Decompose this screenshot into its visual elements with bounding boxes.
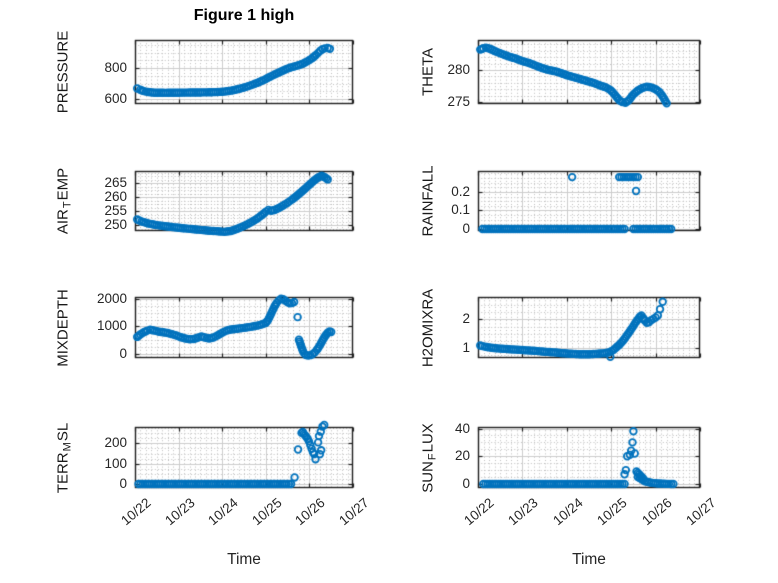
subplot-rainfall: 0 0.1 0.2 RAINFALL: [420, 163, 708, 239]
y-axis-label-subscript: F: [426, 452, 439, 460]
subplot-air-temp: 250 255 260 265 AIRTEMP: [55, 163, 361, 239]
y-axis-label-text: TERR: [54, 451, 72, 493]
subplot-sun-flux: 0 20 40 SUNFLUX 10/22 10/23 10/24 10/25 10/26 10/…: [420, 419, 719, 568]
y-tick-label: 2000: [96, 291, 127, 307]
y-axis-label-rainfall: RAINFALL: [420, 166, 437, 237]
subplot-h2omixra: 1 2 H2OMIXRA: [420, 288, 708, 367]
y-axis-label-theta: THETA: [420, 48, 437, 96]
y-axis-label-text: LUX: [419, 422, 437, 452]
y-tick-label: 2: [462, 311, 470, 327]
plot-area-sun_flux: [470, 419, 708, 496]
y-axis-label-text: PRESSURE: [54, 30, 72, 114]
y-tick-label: 265: [104, 175, 127, 191]
y-axis-label-text: H2OMIXRA: [419, 288, 437, 367]
y-axis-label-text: SUN: [419, 460, 437, 493]
y-axis-label-text: EMP: [54, 167, 72, 201]
y-tick-label: 1: [462, 339, 470, 355]
figure-title: Figure 1 high: [193, 7, 295, 24]
y-axis-label-mixdepth: MIXDEPTH: [55, 289, 72, 367]
x-axis-label: Time: [227, 551, 261, 568]
subplot-pressure: 600 800 PRESSURE: [55, 31, 361, 113]
y-tick-label: 1000: [96, 318, 127, 334]
plot-area-theta: [470, 32, 708, 112]
subplot-terr-msl: 0 100 200 TERRMSL 10/22 10/23 10/24 10/25 10/26 1…: [55, 419, 372, 568]
y-tick-label: 0: [462, 475, 470, 491]
y-tick-label: 275: [447, 94, 470, 110]
y-tick-label: 40: [454, 420, 470, 436]
plot-area-terr_msl: [127, 419, 361, 496]
subplot-mixdepth: 0 1000 2000 MIXDEPTH: [55, 289, 361, 366]
x-axis-label: Time: [572, 551, 606, 568]
y-axis-label-subscript: M: [61, 441, 74, 451]
y-axis-label-text: THETA: [419, 47, 437, 97]
plot-area-pressure: [127, 32, 361, 112]
y-tick-label: 100: [104, 455, 127, 471]
y-tick-label: 260: [104, 189, 127, 205]
y-tick-label: 280: [447, 62, 470, 78]
y-axis-label-terr_msl: TERRMSL: [54, 422, 74, 493]
y-tick-label: 20: [454, 448, 470, 464]
y-tick-label: 800: [104, 60, 127, 76]
y-axis-label-text: MIXDEPTH: [54, 288, 72, 367]
y-tick-label: 255: [104, 203, 127, 219]
plot-area-mixdepth: [127, 289, 361, 366]
y-axis-label-pressure: PRESSURE: [55, 31, 72, 114]
y-tick-label: 0.2: [451, 183, 470, 199]
y-tick-label: 0: [119, 345, 127, 361]
y-axis-label-air_temp: AIRTEMP: [54, 167, 74, 235]
y-axis-label-sun_flux: SUNFLUX: [419, 422, 439, 493]
y-tick-label: 0.1: [451, 202, 470, 218]
plot-area-rainfall: [470, 163, 708, 239]
plot-area-air_temp: [127, 163, 361, 239]
plot-area-h2omixra: [470, 289, 708, 366]
subplot-theta: 275 280 THETA: [420, 32, 708, 112]
y-tick-label: 0: [119, 475, 127, 491]
y-axis-label-text: RAINFALL: [419, 165, 437, 237]
y-tick-label: 600: [104, 91, 127, 107]
y-axis-label-text: AIR: [54, 209, 72, 235]
y-axis-label-h2omixra: H2OMIXRA: [420, 288, 437, 366]
y-tick-label: 200: [104, 435, 127, 451]
y-axis-label-text: SL: [54, 422, 72, 441]
y-tick-label: 250: [104, 217, 127, 233]
y-axis-label-subscript: T: [61, 201, 74, 209]
y-tick-label: 0: [462, 220, 470, 236]
